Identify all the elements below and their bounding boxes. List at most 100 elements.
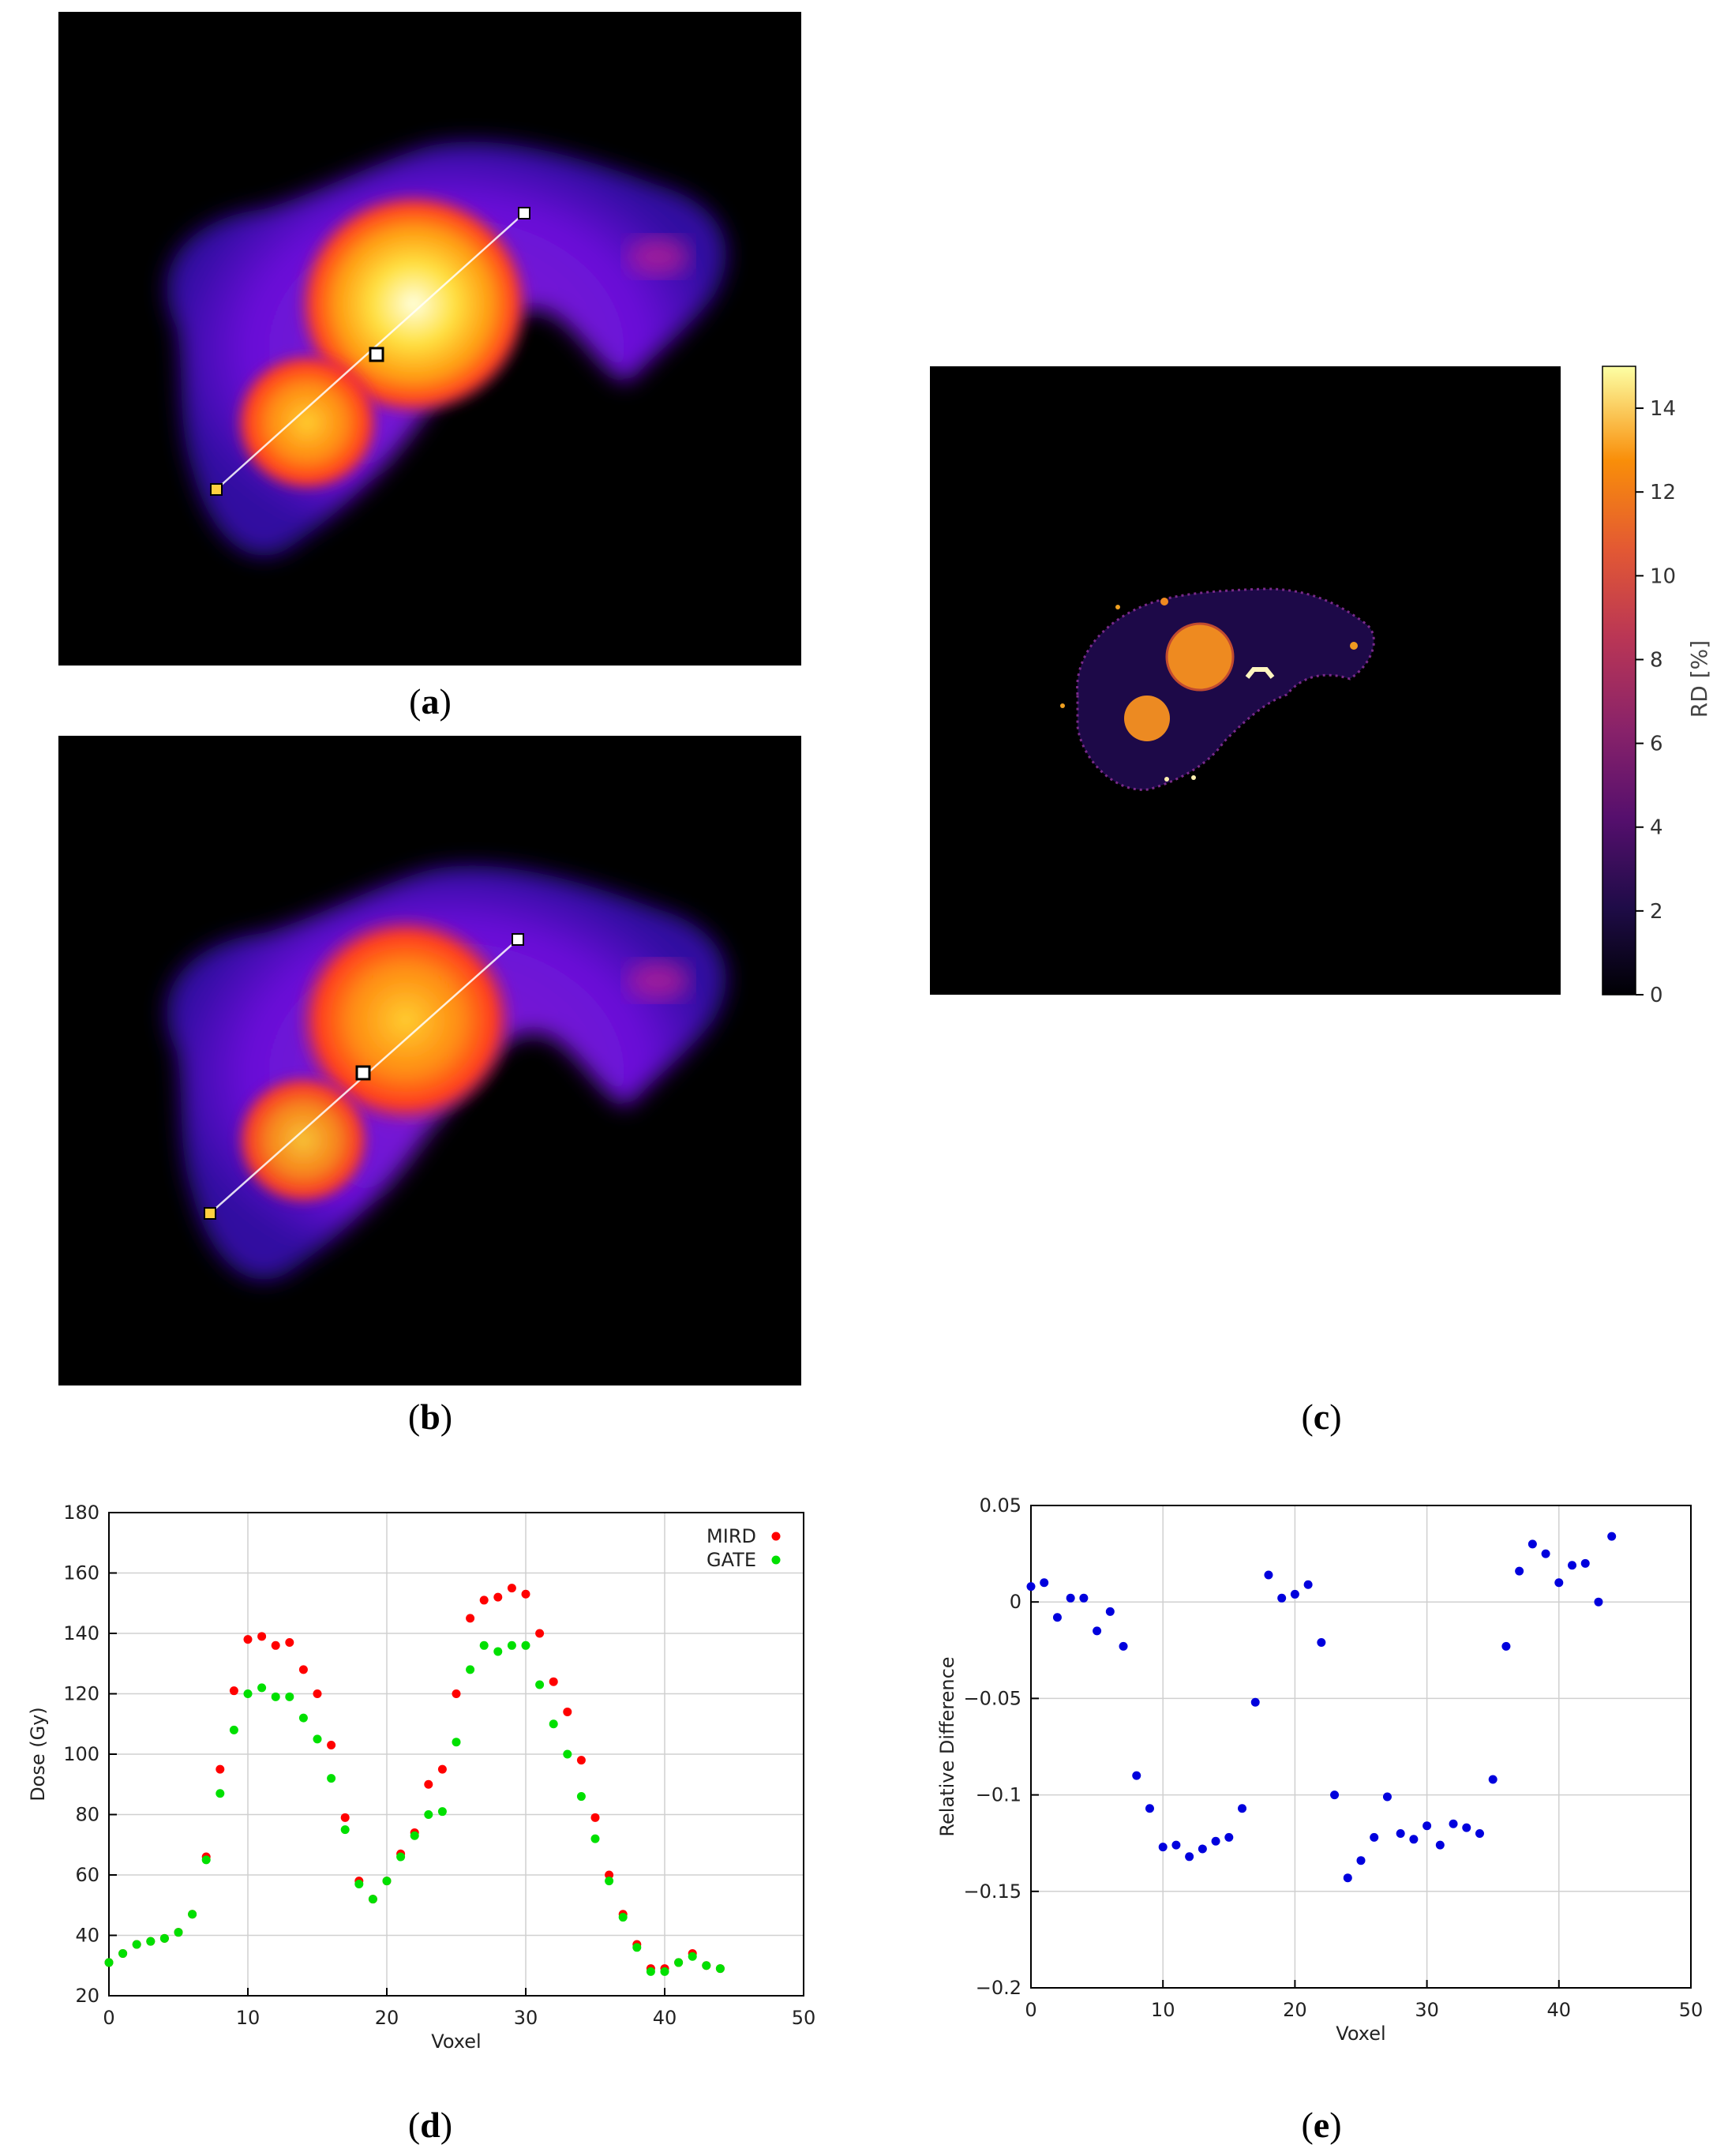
legend-label: MIRD [707,1525,756,1547]
data-point [354,1879,364,1888]
data-point [479,1640,489,1650]
data-point [493,1647,503,1656]
data-point [437,1807,447,1817]
data-point [507,1584,516,1593]
hot-lesion-small [232,350,382,495]
legend-marker [771,1532,781,1541]
y-tick-label: 100 [63,1743,99,1765]
caption-c: (c) [1301,1397,1342,1437]
data-point [1356,1856,1366,1865]
y-tick-label: −0.15 [963,1880,1021,1903]
data-point [1093,1626,1102,1636]
y-tick-label: 0 [1010,1591,1021,1613]
data-point [1580,1558,1590,1568]
data-point [1238,1804,1247,1813]
caption-e: (e) [1301,2105,1342,2145]
x-tick-label: 50 [1679,1999,1704,2021]
data-point [1079,1593,1089,1603]
data-point [1554,1578,1564,1588]
data-point [1501,1641,1511,1651]
colorbar-tick-label: 10 [1650,564,1676,588]
data-point [702,1961,711,1970]
legend-marker [771,1555,781,1565]
colorbar-tick-label: 14 [1650,397,1676,421]
data-point [1026,1582,1036,1592]
data-point [1303,1580,1313,1589]
y-tick-label: 120 [63,1683,99,1705]
warm-lesion-large [295,913,516,1127]
data-point [313,1689,322,1698]
data-point [216,1764,225,1774]
data-point [1185,1852,1194,1862]
rd-lesion-large [1167,624,1233,690]
data-point [1211,1836,1220,1846]
data-point [1277,1593,1287,1603]
data-point [1119,1641,1128,1651]
data-point [521,1589,530,1599]
data-point [715,1964,725,1974]
colorbar-tick-label: 0 [1650,984,1663,1007]
data-point [132,1940,141,1949]
data-point [452,1689,461,1698]
data-point [1435,1840,1445,1850]
data-point [576,1792,586,1802]
data-point [1423,1821,1432,1831]
data-point [1396,1828,1405,1838]
data-point [590,1834,600,1843]
data-point [507,1640,516,1650]
x-tick-label: 30 [514,2007,538,2029]
y-tick-label: 40 [75,1925,99,1947]
data-point [479,1595,489,1605]
x-tick-label: 40 [653,2007,677,2029]
data-point [452,1738,461,1747]
data-point [535,1629,545,1638]
colorbar-tick-label: 12 [1650,481,1676,504]
data-point [1527,1539,1537,1549]
y-tick-label: 20 [75,1985,99,2007]
data-point [201,1855,211,1865]
x-tick-label: 40 [1547,1999,1572,2021]
data-point [466,1665,475,1674]
data-point [1541,1549,1550,1558]
x-tick-label: 10 [236,2007,261,2029]
legend-label: GATE [707,1549,756,1571]
x-tick-label: 20 [1283,1999,1307,2021]
data-point [437,1764,447,1774]
data-point [340,1813,350,1822]
caption-a: (a) [409,681,452,722]
rd-lesion-small [1124,696,1170,741]
data-point [424,1810,433,1819]
x-tick-label: 0 [103,2007,114,2029]
data-point [1568,1561,1577,1570]
data-point [1370,1832,1379,1842]
data-point [1343,1873,1352,1883]
x-tick-label: 10 [1151,1999,1175,2021]
data-point [271,1640,280,1650]
profile-marker-end [518,207,530,219]
data-point [646,1967,655,1976]
data-point [1317,1638,1326,1648]
data-point [605,1870,614,1880]
x-tick-label: 50 [792,2007,816,2029]
colorbar-tick-label: 4 [1650,816,1663,840]
data-point [493,1592,503,1602]
colorbar-ticks: 0 2 4 6 8 10 12 14 [1636,397,1676,1007]
data-point [1171,1840,1181,1850]
colorbar-tick-label: 2 [1650,900,1663,924]
dose-profile-chart: 0 10 20 30 40 50 20 40 60 80 100 120 140 160 180 Voxel D… [0,1484,837,2084]
y-tick-label: −0.05 [963,1687,1021,1709]
data-point [285,1637,294,1647]
data-point [159,1933,169,1943]
data-point [271,1692,280,1701]
colorbar-tick-label: 6 [1650,733,1663,756]
data-point [424,1779,433,1789]
data-point [298,1665,308,1674]
y-tick-label: −0.2 [976,1977,1021,1999]
data-point [1224,1832,1234,1842]
data-point [410,1831,419,1840]
warm-lesion-small [234,1072,373,1208]
y-tick-label: 180 [63,1502,99,1524]
y-axis-label: Dose (Gy) [27,1707,49,1802]
data-point [327,1774,336,1783]
data-point [229,1725,238,1734]
